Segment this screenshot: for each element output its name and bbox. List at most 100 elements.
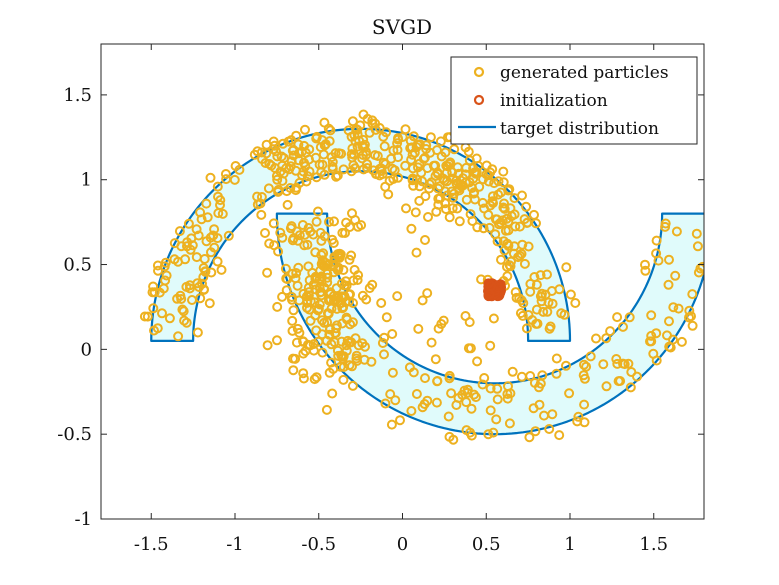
y-tick-label: 1 <box>81 170 92 191</box>
particle-point <box>311 325 322 336</box>
particle-point <box>445 157 456 168</box>
particle-point <box>153 265 163 276</box>
particle-point <box>297 220 308 230</box>
particle-point <box>417 402 428 413</box>
particle-point <box>487 191 498 202</box>
particle-point <box>472 356 483 367</box>
particle-point <box>523 241 534 252</box>
particle-point <box>426 337 437 348</box>
particle-point <box>422 288 433 299</box>
particle-point <box>388 145 399 156</box>
particle-point <box>282 199 293 210</box>
particle-point <box>387 367 398 378</box>
particle-point <box>252 146 263 157</box>
particle-point <box>440 147 451 158</box>
particle-point <box>502 238 513 249</box>
x-tick-label: -1.5 <box>134 534 169 555</box>
particle-point <box>344 360 355 371</box>
particle-point <box>287 268 298 279</box>
particle-point <box>400 160 411 171</box>
particle-point <box>299 157 309 168</box>
particle-point <box>385 389 396 400</box>
particle-point <box>449 144 460 155</box>
particle-point <box>314 299 325 310</box>
particle-point <box>358 134 369 145</box>
particle-point <box>472 222 483 233</box>
y-tick-label: 1.5 <box>63 85 92 106</box>
particle-point <box>483 429 494 440</box>
particle-point <box>183 218 194 229</box>
particle-point <box>287 315 298 326</box>
particle-point <box>328 256 339 267</box>
particle-point <box>405 135 416 146</box>
particle-point <box>407 149 418 160</box>
particle-point <box>256 192 267 202</box>
particle-point <box>340 276 351 287</box>
particle-point <box>519 258 530 269</box>
particle-point <box>615 376 626 386</box>
particle-point <box>443 411 454 422</box>
particle-point <box>149 287 160 298</box>
particle-point <box>303 261 314 272</box>
particle-point <box>517 190 527 201</box>
particle-point <box>536 296 547 307</box>
particle-point <box>277 291 288 302</box>
particle-point <box>664 254 674 265</box>
particle-point <box>344 222 355 232</box>
particle-point <box>485 405 496 416</box>
particle-point <box>417 295 428 306</box>
particle-point <box>339 280 350 291</box>
particle-point <box>494 219 504 230</box>
particle-point <box>498 177 509 188</box>
particle-point <box>263 183 274 194</box>
particle-point <box>302 239 313 250</box>
particle-point <box>542 306 553 317</box>
particle-point <box>304 287 314 298</box>
particle-point <box>452 162 463 173</box>
particle-point <box>388 174 399 184</box>
particle-point <box>535 270 546 281</box>
particle-point <box>332 170 343 181</box>
particle-point <box>660 221 671 232</box>
particle-point <box>347 380 358 391</box>
particle-point <box>358 150 369 160</box>
particle-point <box>200 266 211 277</box>
particle-point <box>193 230 204 241</box>
particle-point <box>449 188 459 199</box>
particle-point <box>291 337 302 348</box>
particle-point <box>317 315 328 326</box>
particle-point <box>511 292 522 303</box>
particle-point <box>470 168 481 179</box>
particle-point <box>491 414 502 425</box>
particle-point <box>298 373 309 384</box>
particle-point <box>502 261 512 272</box>
particle-point <box>469 187 480 198</box>
x-tick-label: -0.5 <box>301 534 336 555</box>
particle-point <box>322 272 333 283</box>
particle-point <box>294 230 305 241</box>
particle-point <box>521 323 532 334</box>
particle-point <box>157 308 167 319</box>
particle-point <box>204 298 215 309</box>
particle-point <box>400 124 411 135</box>
particle-point <box>651 328 662 339</box>
particle-point <box>551 368 562 379</box>
particle-point <box>370 124 381 135</box>
particle-point <box>327 156 338 167</box>
particle-point <box>304 166 315 177</box>
particle-point <box>372 151 383 161</box>
particle-point <box>321 404 332 415</box>
particle-point <box>285 183 296 193</box>
particle-point <box>478 174 488 185</box>
particle-point <box>668 302 679 313</box>
legend-label-initialization: initialization <box>500 91 608 111</box>
particle-point <box>288 150 299 161</box>
particle-point <box>461 425 472 436</box>
particle-point <box>646 330 657 341</box>
particle-point <box>195 207 206 218</box>
particle-point <box>485 340 496 351</box>
particle-point <box>330 148 341 159</box>
particle-point <box>411 389 422 399</box>
particle-point <box>531 318 542 329</box>
particle-point <box>500 225 511 236</box>
